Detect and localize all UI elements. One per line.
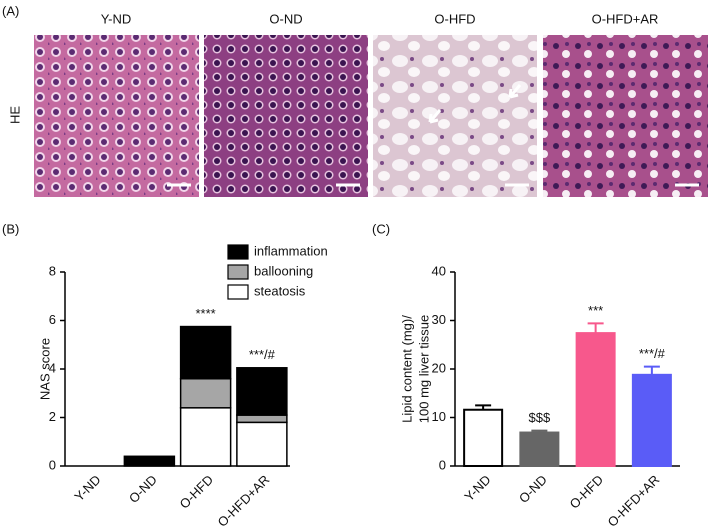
bar-segment — [236, 414, 288, 424]
legend-swatch — [227, 244, 249, 260]
bar — [519, 431, 560, 468]
bar — [631, 373, 672, 468]
x-tick-label: O-HFD — [176, 472, 216, 512]
x-tick-label: O-ND — [126, 472, 160, 506]
image-title: Y-ND — [101, 11, 132, 26]
stain-label: HE — [7, 106, 22, 124]
legend-label: steatosis — [254, 283, 306, 298]
y-axis-label: 100 mg liver tissue — [416, 315, 431, 423]
legend-swatch — [227, 264, 249, 280]
bar-segment — [236, 367, 288, 416]
annotation: $$$ — [529, 410, 551, 425]
y-tick-label: 30 — [432, 312, 446, 327]
histology-images — [34, 35, 708, 197]
annotation: ***/# — [249, 347, 276, 362]
panel-label: (C) — [372, 221, 390, 236]
error-bar — [643, 365, 660, 375]
image-o-nd — [204, 35, 368, 197]
annotation: *** — [588, 303, 603, 318]
arrow — [428, 109, 442, 124]
x-tick-label: Y-ND — [461, 472, 493, 504]
bar — [463, 408, 504, 467]
y-tick-label: 40 — [432, 263, 446, 278]
y-tick-label: 2 — [49, 409, 56, 424]
panel-label: (B) — [2, 221, 19, 236]
x-tick-label: O-HFD+AR — [605, 472, 663, 528]
y-tick-label: 20 — [432, 360, 446, 375]
y-tick-label: 4 — [49, 360, 56, 375]
x-tick-label: O-HFD+AR — [215, 472, 273, 528]
error-bar — [587, 322, 604, 334]
x-tick-label: O-HFD — [566, 472, 606, 512]
image-title: O-HFD — [434, 11, 475, 26]
y-tick-label: 10 — [432, 409, 446, 424]
legend-label: ballooning — [254, 263, 313, 278]
arrow — [508, 84, 522, 99]
legend-label: inflammation — [254, 243, 328, 258]
image-y-nd — [34, 35, 199, 197]
image-o-hfd — [373, 35, 537, 197]
y-tick-label: 0 — [439, 457, 446, 472]
image-title: O-ND — [269, 11, 302, 26]
image-title: O-HFD+AR — [592, 11, 659, 26]
error-bar — [475, 404, 492, 410]
y-tick-label: 8 — [49, 263, 56, 278]
x-tick-label: Y-ND — [71, 472, 103, 504]
y-axis-label: NAS score — [37, 338, 52, 400]
image-o-hfd-ar — [543, 35, 708, 197]
bar-segment — [236, 421, 288, 467]
legend-swatch — [227, 284, 249, 300]
panel-label: (A) — [2, 3, 19, 18]
y-axis-label: Lipid content (mg)/ — [399, 315, 414, 423]
y-tick-label: 0 — [49, 457, 56, 472]
bar-segment — [179, 325, 232, 380]
bar-segment — [123, 455, 176, 467]
bar-segment — [179, 377, 232, 409]
error-bar — [531, 429, 548, 433]
bar — [575, 332, 616, 467]
bar-segment — [179, 407, 232, 467]
annotation: ***/# — [639, 346, 666, 361]
x-tick-label: O-ND — [516, 472, 550, 506]
annotation: **** — [196, 306, 216, 321]
y-tick-label: 6 — [49, 312, 56, 327]
